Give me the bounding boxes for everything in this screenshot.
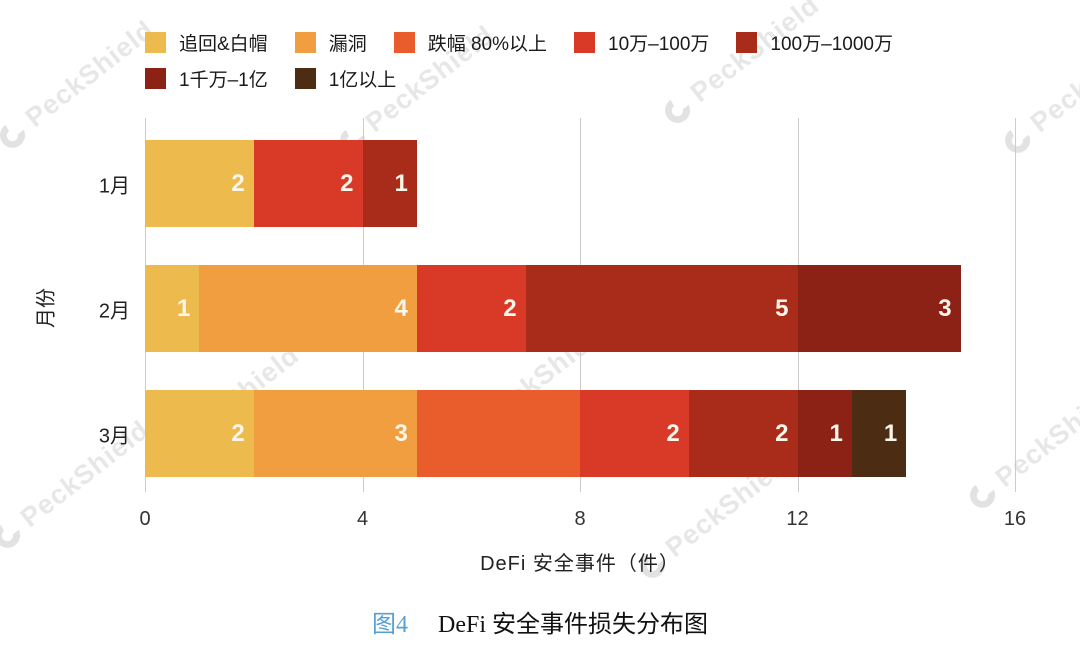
- legend-item-4: 100万–1000万: [736, 29, 893, 56]
- peckshield-logo-icon: [0, 524, 20, 548]
- bar-segment-value: 2: [775, 419, 789, 447]
- x-tick-label: 0: [139, 508, 151, 530]
- bar-segment-value: 3: [938, 294, 952, 322]
- bar-segment: 2: [253, 140, 363, 227]
- legend-swatch: [574, 32, 596, 53]
- legend-swatch: [145, 32, 166, 53]
- x-tick-label: 4: [356, 508, 369, 530]
- bar-segment: 1: [797, 390, 852, 477]
- watermark-text: PeckShield: [1024, 19, 1080, 138]
- y-category-label: 3月: [98, 425, 130, 447]
- bar-segment: 2: [145, 390, 254, 477]
- legend-label: 10万–100万: [608, 34, 710, 55]
- bar-segment: 5: [525, 265, 798, 352]
- bar-segment-value: 2: [340, 169, 354, 197]
- legend-swatch: [145, 68, 166, 89]
- bar-row-1月: 2 2 1: [145, 140, 417, 227]
- bar-segment: 4: [199, 265, 417, 352]
- bar-segment: 1: [362, 140, 417, 227]
- legend-row: 追回&白帽 漏洞 跌幅 80%以上 10万–100万 100万–1000万: [145, 29, 893, 56]
- bar-row-3月: 2 3 2 2 1 1: [145, 390, 907, 477]
- x-tick-label: 8: [574, 508, 586, 530]
- y-category-label: 2月: [98, 300, 130, 322]
- plot-area: 2 2 1 1 4 2 5 3 2 3 2 2 1 1: [145, 118, 1016, 492]
- bar-segment-value: 2: [666, 419, 680, 447]
- y-category-label: 1月: [98, 175, 130, 197]
- bar-segment-value: 1: [394, 169, 408, 197]
- legend-label: 100万–1000万: [770, 34, 893, 55]
- bar-segment-value: 3: [394, 419, 408, 447]
- bar-segment-value: 2: [503, 294, 517, 322]
- bar-segment-value: 2: [231, 419, 245, 447]
- figure-number: 图4: [372, 612, 408, 638]
- x-axis-title: DeFi 安全事件（件）: [480, 553, 680, 575]
- peckshield-logo-icon: [0, 124, 25, 148]
- bar-segment-value: 1: [829, 419, 843, 447]
- bar-segment: 3: [253, 390, 417, 477]
- legend-label: 1亿以上: [328, 70, 397, 91]
- legend-label: 漏洞: [328, 34, 367, 55]
- bar-segment-value: 5: [775, 294, 789, 322]
- bar-segment: 3: [797, 265, 961, 352]
- legend-item-3: 10万–100万: [574, 29, 709, 56]
- bar-segment: 2: [145, 140, 254, 227]
- bar-segment: 2: [416, 265, 526, 352]
- bar-segment: [416, 390, 580, 477]
- x-tick-label: 12: [786, 508, 809, 530]
- legend-label: 追回&白帽: [179, 34, 268, 55]
- bar-segment: 2: [580, 390, 689, 477]
- bar-segment-value: 4: [394, 294, 408, 322]
- bar-segment-value: 2: [231, 169, 245, 197]
- legend-swatch: [294, 68, 316, 89]
- watermark-text: PeckShield: [19, 14, 160, 133]
- legend-item-2: 跌幅 80%以上: [393, 29, 548, 56]
- legend-item-1: 漏洞: [294, 29, 367, 56]
- figure-caption: 图4 DeFi 安全事件损失分布图: [0, 604, 1080, 639]
- legend-swatch: [294, 32, 316, 53]
- bar-segment: 1: [145, 265, 200, 352]
- bar-segment-value: 1: [177, 294, 191, 322]
- watermark: PeckShield: [0, 14, 160, 156]
- legend-item-5: 1千万–1亿: [145, 65, 268, 92]
- bar-segment-value: 1: [883, 419, 898, 447]
- legend-item-0: 追回&白帽: [145, 29, 268, 56]
- bar-segment: 1: [851, 390, 907, 477]
- legend-swatch: [736, 32, 758, 53]
- legend-item-6: 1亿以上: [294, 65, 397, 92]
- bar-row-2月: 1 4 2 5 3: [145, 265, 961, 352]
- x-tick-label: 16: [1003, 508, 1027, 530]
- bar-segment: 2: [688, 390, 798, 477]
- legend-swatch: [393, 32, 415, 53]
- legend-label: 跌幅 80%以上: [427, 34, 548, 55]
- gridline-x16: [1015, 118, 1016, 492]
- figure-title: DeFi 安全事件损失分布图: [438, 612, 708, 638]
- legend-label: 1千万–1亿: [179, 70, 268, 91]
- legend-row: 1千万–1亿 1亿以上: [145, 65, 893, 92]
- legend: 追回&白帽 漏洞 跌幅 80%以上 10万–100万 100万–1000万 1千万–1亿 1…: [145, 29, 893, 92]
